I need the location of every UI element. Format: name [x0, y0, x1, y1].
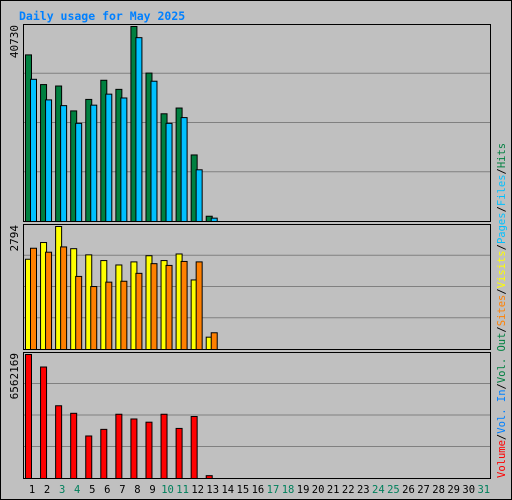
x-tick-label: 16 — [252, 484, 265, 496]
x-tick-label: 2 — [44, 484, 50, 496]
bar-sites-day-13 — [210, 332, 218, 351]
y-max-label-visits-sites: 2794 — [8, 225, 21, 252]
x-tick-label: 18 — [282, 484, 295, 496]
bar-volume-day-11 — [175, 427, 183, 479]
x-tick-label: 31 — [477, 484, 490, 496]
legend-item: / — [496, 244, 508, 250]
bar-sites-day-7 — [120, 280, 128, 350]
bar-files-day-4 — [75, 122, 83, 222]
x-tick-label: 15 — [237, 484, 250, 496]
bar-volume-day-13 — [205, 475, 213, 479]
legend-item: Sites — [496, 295, 508, 327]
bar-volume-day-7 — [115, 413, 123, 480]
x-tick-label: 21 — [327, 484, 340, 496]
bar-sites-day-10 — [165, 264, 173, 351]
bar-files-day-3 — [60, 105, 68, 222]
bar-volume-day-12 — [190, 416, 198, 480]
x-tick-label: 10 — [161, 484, 174, 496]
legend-item: Pages — [496, 212, 508, 244]
x-tick-label: 19 — [297, 484, 310, 496]
bar-volume-day-4 — [70, 412, 78, 479]
x-tick-label: 9 — [149, 484, 155, 496]
x-tick-label: 6 — [104, 484, 110, 496]
x-tick-label: 3 — [59, 484, 65, 496]
legend-item: Visits — [496, 250, 508, 288]
x-tick-label: 30 — [462, 484, 475, 496]
bar-files-day-8 — [135, 37, 143, 222]
bar-files-day-5 — [90, 104, 98, 222]
bar-sites-day-12 — [195, 261, 203, 350]
bar-volume-day-6 — [100, 428, 108, 479]
bar-volume-day-9 — [145, 421, 153, 480]
bar-volume-day-3 — [55, 405, 63, 479]
legend-item: / — [496, 288, 508, 294]
y-max-label-hits-files: 40730 — [8, 25, 21, 58]
x-tick-label: 29 — [447, 484, 460, 496]
bar-files-day-1 — [30, 78, 37, 222]
x-tick-label: 17 — [267, 484, 280, 496]
x-tick-label: 26 — [402, 484, 415, 496]
bar-files-day-7 — [120, 97, 128, 222]
bar-volume-day-10 — [160, 413, 168, 480]
legend-item: / — [496, 383, 508, 389]
x-tick-label: 22 — [342, 484, 355, 496]
bar-files-day-11 — [180, 117, 188, 222]
x-tick-label: 12 — [191, 484, 204, 496]
right-legend: Volume/Vol. In/Vol. Out/Sites/Visits/Pag… — [496, 143, 508, 478]
bar-files-day-2 — [45, 99, 53, 222]
x-tick-label: 24 — [372, 484, 385, 496]
x-tick-label: 8 — [134, 484, 140, 496]
legend-item: Files — [496, 174, 508, 206]
bar-sites-day-2 — [45, 251, 53, 350]
x-tick-label: 25 — [387, 484, 400, 496]
x-tick-label: 27 — [417, 484, 430, 496]
bar-sites-day-8 — [135, 272, 143, 350]
x-tick-label: 1 — [29, 484, 35, 496]
legend-item: Vol. In — [496, 389, 508, 433]
bar-volume-day-5 — [85, 435, 93, 480]
x-tick-label: 11 — [176, 484, 189, 496]
x-tick-label: 5 — [89, 484, 95, 496]
x-tick-label: 23 — [357, 484, 370, 496]
bar-volume-day-2 — [40, 366, 48, 480]
bar-sites-day-3 — [60, 246, 68, 351]
x-tick-label: 7 — [119, 484, 125, 496]
legend-item: / — [496, 206, 508, 212]
bar-files-day-12 — [195, 169, 203, 222]
bar-files-day-13 — [210, 217, 218, 223]
legend-item: / — [496, 326, 508, 332]
legend-item: / — [496, 434, 508, 440]
x-tick-label: 20 — [312, 484, 325, 496]
bar-sites-day-9 — [150, 263, 158, 350]
x-tick-label: 4 — [74, 484, 80, 496]
x-tick-label: 14 — [221, 484, 234, 496]
bar-volume-day-8 — [130, 418, 138, 479]
x-tick-label: 13 — [206, 484, 219, 496]
bar-files-day-6 — [105, 93, 113, 222]
bar-files-day-10 — [165, 122, 173, 222]
bar-sites-day-6 — [105, 281, 113, 351]
legend-item: / — [496, 168, 508, 174]
x-tick-label: 28 — [432, 484, 445, 496]
bar-sites-day-4 — [75, 275, 83, 350]
chart-title: Daily usage for May 2025 — [19, 9, 185, 23]
bar-files-day-9 — [150, 80, 158, 222]
legend-item: Hits — [496, 143, 508, 168]
bar-volume-day-1 — [25, 354, 32, 479]
y-max-label-volume: 6562169 — [8, 353, 21, 399]
bar-sites-day-1 — [30, 247, 37, 350]
legend-item: Vol. Out — [496, 333, 508, 384]
legend-item: Volume — [496, 440, 508, 478]
bar-sites-day-5 — [90, 286, 98, 350]
bar-sites-day-11 — [180, 260, 188, 351]
